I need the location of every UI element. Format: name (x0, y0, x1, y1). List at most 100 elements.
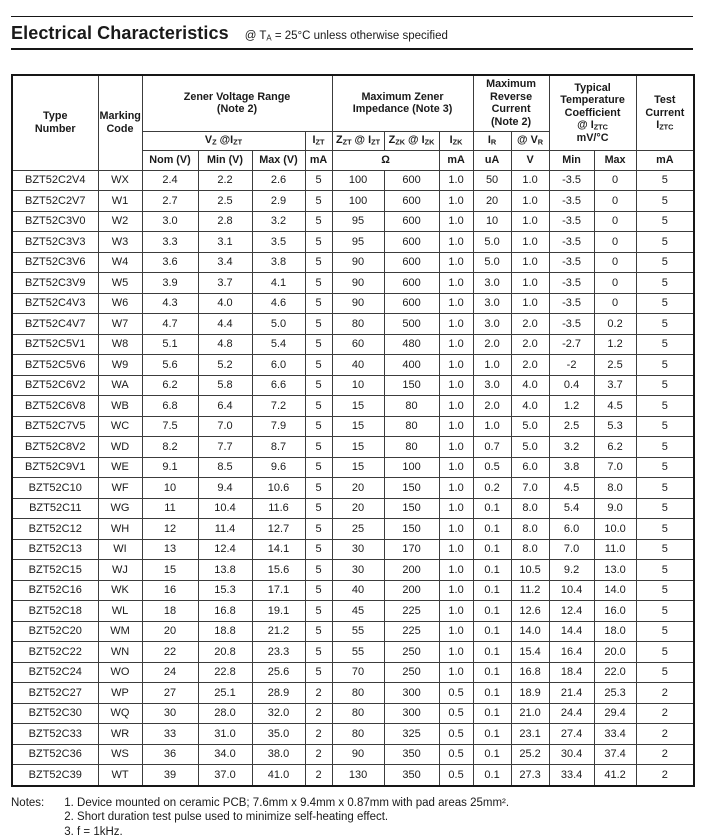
cell-marking-code: WI (98, 539, 142, 560)
cell-ir: 2.0 (473, 334, 511, 355)
cell-vz-nom: 9.1 (142, 457, 198, 478)
cell-izk: 1.0 (439, 662, 473, 683)
cell-zzk: 600 (384, 191, 439, 212)
cell-tc-max: 2.5 (594, 355, 636, 376)
cell-type-number: BZT52C20 (12, 621, 98, 642)
unit-nom: Nom (V) (142, 150, 198, 170)
cell-izt: 5 (305, 191, 332, 212)
cell-tc-max: 0 (594, 211, 636, 232)
cell-vz-max: 7.2 (252, 396, 305, 417)
cell-vr: 1.0 (511, 170, 549, 191)
cell-zzt: 130 (332, 765, 384, 786)
cell-vz-min: 9.4 (198, 478, 252, 499)
section-header: Electrical Characteristics @ TA = 25°C u… (11, 23, 693, 44)
unit-vr-v: V (511, 150, 549, 170)
cell-marking-code: WF (98, 478, 142, 499)
cell-izt: 5 (305, 498, 332, 519)
cell-tc-min: 12.4 (549, 601, 594, 622)
cell-marking-code: W8 (98, 334, 142, 355)
cell-vr: 14.0 (511, 621, 549, 642)
cell-vr: 5.0 (511, 416, 549, 437)
notes-list: 1. Device mounted on ceramic PCB; 7.6mm … (64, 796, 509, 839)
unit-max: Max (V) (252, 150, 305, 170)
cell-marking-code: W1 (98, 191, 142, 212)
cell-vz-min: 6.4 (198, 396, 252, 417)
cell-ir: 0.1 (473, 642, 511, 663)
cell-vz-max: 6.0 (252, 355, 305, 376)
cell-vz-nom: 3.3 (142, 232, 198, 253)
cell-zzt: 90 (332, 273, 384, 294)
cell-tc-min: 14.4 (549, 621, 594, 642)
cell-izt: 5 (305, 232, 332, 253)
cell-zzk: 325 (384, 724, 439, 745)
cell-zzk: 170 (384, 539, 439, 560)
subheader-vr: @ VR (511, 131, 549, 150)
cell-zzt: 20 (332, 498, 384, 519)
cell-vz-min: 15.3 (198, 580, 252, 601)
cell-vz-nom: 4.3 (142, 293, 198, 314)
cell-iztc: 5 (636, 252, 694, 273)
cell-zzk: 600 (384, 170, 439, 191)
cell-vz-max: 5.0 (252, 314, 305, 335)
cell-type-number: BZT52C5V6 (12, 355, 98, 376)
cell-vr: 8.0 (511, 498, 549, 519)
cell-type-number: BZT52C13 (12, 539, 98, 560)
cell-tc-min: -3.5 (549, 232, 594, 253)
cell-tc-max: 22.0 (594, 662, 636, 683)
cell-vz-nom: 15 (142, 560, 198, 581)
cell-ir: 3.0 (473, 375, 511, 396)
cell-vr: 4.0 (511, 396, 549, 417)
cell-vz-max: 32.0 (252, 703, 305, 724)
cell-type-number: BZT52C7V5 (12, 416, 98, 437)
cell-vz-nom: 3.9 (142, 273, 198, 294)
cell-tc-min: -3.5 (549, 191, 594, 212)
cell-type-number: BZT52C16 (12, 580, 98, 601)
cell-izk: 1.0 (439, 293, 473, 314)
cell-vz-max: 3.5 (252, 232, 305, 253)
cell-vz-min: 5.2 (198, 355, 252, 376)
cell-tc-min: -3.5 (549, 293, 594, 314)
cell-tc-max: 0 (594, 293, 636, 314)
cell-izt: 5 (305, 437, 332, 458)
cell-izt: 5 (305, 355, 332, 376)
cell-vz-nom: 27 (142, 683, 198, 704)
cell-izk: 0.5 (439, 744, 473, 765)
cell-ir: 0.1 (473, 662, 511, 683)
cell-izt: 5 (305, 293, 332, 314)
cell-vz-max: 3.2 (252, 211, 305, 232)
cell-tc-max: 0 (594, 252, 636, 273)
cell-zzk: 600 (384, 211, 439, 232)
cell-vr: 15.4 (511, 642, 549, 663)
cell-zzk: 225 (384, 601, 439, 622)
cell-vz-min: 3.1 (198, 232, 252, 253)
cell-vz-max: 10.6 (252, 478, 305, 499)
cell-izt: 5 (305, 560, 332, 581)
cell-vz-nom: 6.2 (142, 375, 198, 396)
cell-vz-nom: 11 (142, 498, 198, 519)
cell-vr: 1.0 (511, 211, 549, 232)
cell-vz-max: 9.6 (252, 457, 305, 478)
cell-ir: 0.5 (473, 457, 511, 478)
cell-iztc: 5 (636, 334, 694, 355)
cell-ir: 3.0 (473, 273, 511, 294)
cell-tc-min: 10.4 (549, 580, 594, 601)
cell-zzt: 80 (332, 683, 384, 704)
header-type-number: Type Number (12, 75, 98, 170)
cell-izk: 1.0 (439, 170, 473, 191)
cell-vr: 27.3 (511, 765, 549, 786)
cell-vz-min: 18.8 (198, 621, 252, 642)
cell-tc-min: 33.4 (549, 765, 594, 786)
cell-zzk: 600 (384, 273, 439, 294)
cell-type-number: BZT52C3V9 (12, 273, 98, 294)
cell-zzt: 15 (332, 457, 384, 478)
cell-tc-max: 13.0 (594, 560, 636, 581)
cell-izk: 0.5 (439, 765, 473, 786)
cell-type-number: BZT52C4V7 (12, 314, 98, 335)
cell-vz-nom: 30 (142, 703, 198, 724)
cell-vz-min: 4.0 (198, 293, 252, 314)
